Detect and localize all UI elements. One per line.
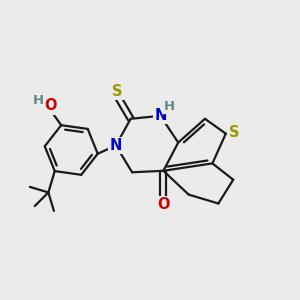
Text: S: S	[112, 84, 123, 99]
Text: O: O	[44, 99, 57, 114]
Text: H: H	[32, 94, 44, 107]
Text: S: S	[230, 125, 240, 140]
Text: N: N	[154, 108, 167, 123]
Text: O: O	[44, 98, 57, 113]
Text: H: H	[164, 100, 175, 113]
Text: N: N	[110, 138, 122, 153]
Text: H: H	[32, 94, 44, 107]
Text: O: O	[157, 197, 170, 212]
